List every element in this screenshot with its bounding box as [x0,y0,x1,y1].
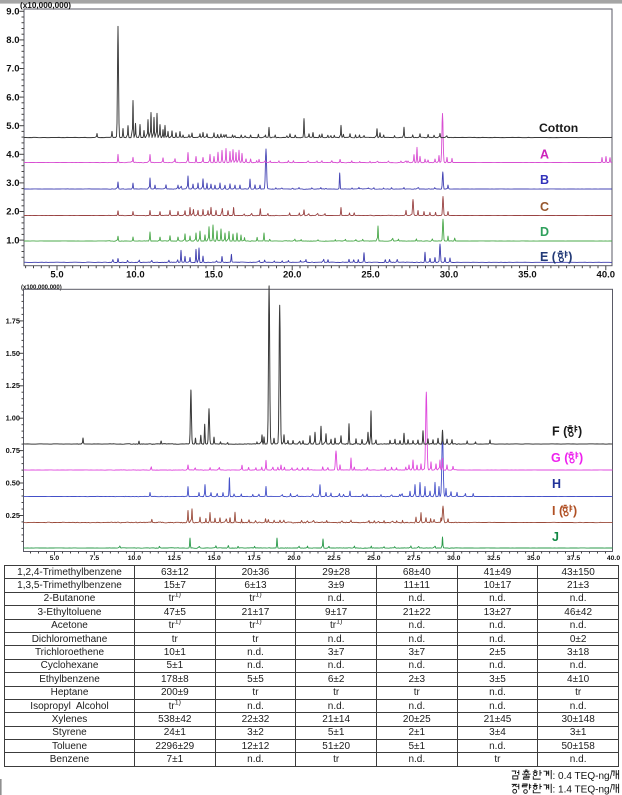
svg-text:27.5: 27.5 [407,555,420,562]
svg-text:(x100,000,000): (x100,000,000) [21,285,62,291]
svg-text:6.0: 6.0 [6,92,19,103]
svg-text:30.0: 30.0 [440,270,459,281]
svg-text:25.0: 25.0 [367,555,380,562]
svg-text:40.0: 40.0 [597,270,616,281]
svg-text:1.00: 1.00 [6,414,20,423]
svg-text:25.0: 25.0 [361,270,380,281]
svg-text:22.5: 22.5 [327,555,340,562]
svg-text:9.0: 9.0 [6,7,19,18]
svg-text:7.0: 7.0 [6,64,19,75]
svg-text:35.0: 35.0 [518,270,537,281]
svg-text:37.5: 37.5 [567,555,580,562]
svg-text:5.0: 5.0 [50,555,60,562]
svg-text:15.0: 15.0 [208,555,221,562]
svg-text:20.0: 20.0 [287,555,300,562]
svg-text:): ) [568,250,572,264]
svg-text:40.0: 40.0 [607,555,620,562]
svg-text:0.25: 0.25 [6,511,20,520]
svg-text:B: B [540,173,549,187]
svg-text:C: C [540,200,549,214]
svg-text:0.50: 0.50 [6,479,20,488]
svg-text:): ) [573,504,577,518]
svg-text:1.25: 1.25 [6,381,20,390]
svg-text:D: D [540,225,549,239]
svg-text:1.75: 1.75 [6,316,20,325]
svg-text:32.5: 32.5 [487,555,500,562]
svg-text:G (: G ( [551,451,569,465]
svg-text:: 0.4 TEQ-ng/: : 0.4 TEQ-ng/ [553,771,613,782]
svg-text:A: A [540,148,549,162]
svg-text:4.0: 4.0 [6,150,19,161]
svg-text:I (: I ( [552,504,564,518]
svg-text:1.50: 1.50 [6,349,20,358]
svg-text:H: H [552,477,561,491]
svg-text:12.5: 12.5 [168,555,181,562]
svg-text:Cotton: Cotton [539,121,578,135]
svg-text:17.5: 17.5 [247,555,260,562]
svg-text:15.0: 15.0 [205,270,224,281]
svg-text:10.0: 10.0 [128,555,141,562]
svg-text:F (: F ( [552,425,568,439]
svg-text:: 1.4 TEQ-ng/: : 1.4 TEQ-ng/ [553,785,613,795]
svg-text:5.0: 5.0 [6,121,19,132]
svg-text:): ) [579,451,583,465]
svg-text:): ) [578,425,582,439]
svg-text:1.0: 1.0 [6,235,19,246]
svg-text:10.0: 10.0 [126,270,145,281]
svg-text:5.0: 5.0 [50,270,63,281]
svg-text:2.0: 2.0 [6,207,19,218]
svg-text:20.0: 20.0 [283,270,302,281]
svg-text:3.0: 3.0 [6,178,19,189]
svg-text:0.75: 0.75 [6,446,20,455]
svg-text:J: J [552,530,559,544]
svg-text:E (: E ( [540,250,557,264]
svg-text:7.5: 7.5 [90,555,100,562]
svg-text:30.0: 30.0 [447,555,460,562]
svg-text:35.0: 35.0 [527,555,540,562]
svg-text:(x10,000,000): (x10,000,000) [20,1,71,10]
svg-text:8.0: 8.0 [6,35,19,46]
